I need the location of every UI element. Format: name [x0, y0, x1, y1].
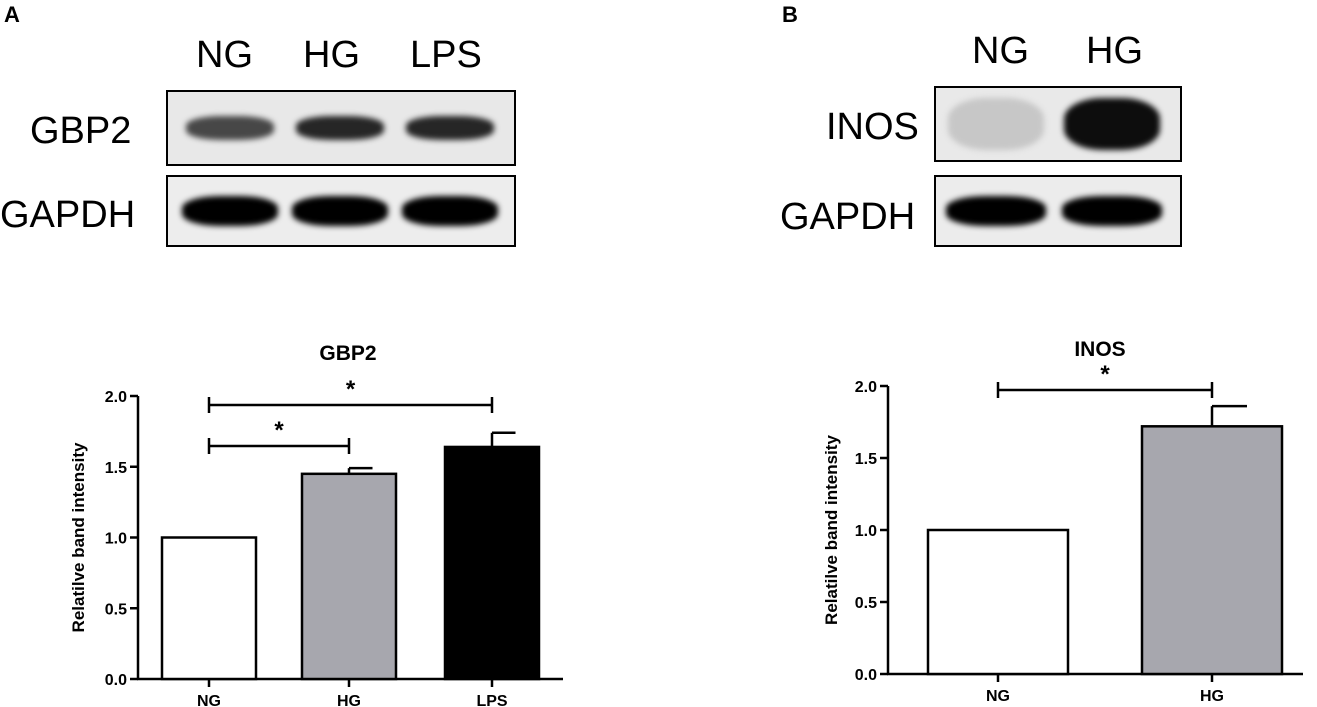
y-axis-label: Relatilve band intensity [69, 442, 88, 632]
x-tick-label: NG [197, 693, 221, 707]
x-tick-label: HG [337, 693, 361, 707]
blot-band [1062, 196, 1162, 226]
blot-band [296, 116, 384, 140]
bar-lps [443, 445, 541, 681]
x-tick-label: NG [986, 688, 1010, 705]
chart-title: INOS [1074, 338, 1125, 361]
blot-band [182, 196, 278, 226]
panel-letter-b: B [782, 2, 798, 27]
blot-band [946, 196, 1046, 226]
bar-ng [926, 528, 1070, 676]
significance-star: * [346, 376, 356, 403]
chart-title: GBP2 [319, 342, 376, 365]
lane-label-ng-b: NG [972, 30, 1029, 72]
blot-gapdh-a [166, 175, 516, 247]
bar-hg [1140, 425, 1284, 676]
lane-label-lps: LPS [410, 34, 482, 76]
y-tick-label: 1.5 [105, 460, 127, 477]
y-tick-label: 1.0 [105, 531, 127, 548]
bar-ng [160, 536, 258, 681]
panel-letter-a: A [4, 2, 20, 27]
blot-band [402, 196, 498, 226]
bar-hg [300, 472, 398, 681]
y-axis-label: Relatilve band intensity [822, 435, 841, 625]
blot-band [406, 116, 494, 140]
lane-label-hg: HG [303, 34, 360, 76]
bar-chart-inos: INOS Relatilve band intensity 0.0 0.5 1.0 1.5… [822, 338, 1303, 705]
y-tick-label: 0.0 [105, 672, 127, 689]
blot-gbp2 [166, 90, 516, 166]
x-tick-label: LPS [476, 693, 507, 707]
blot-gapdh-b [934, 175, 1182, 247]
x-tick-label: HG [1200, 688, 1224, 705]
y-tick-label: 0.5 [105, 601, 127, 618]
blot-band [186, 116, 274, 140]
blot-label-gbp2: GBP2 [30, 110, 132, 152]
blot-label-gapdh-a: GAPDH [0, 194, 136, 236]
significance-star: * [274, 417, 284, 444]
lane-label-ng: NG [196, 34, 253, 76]
blot-inos [934, 86, 1182, 162]
y-tick-label: 2.0 [105, 389, 127, 406]
blot-band [292, 196, 388, 226]
y-tick-label: 0.5 [855, 595, 877, 612]
blot-band [948, 98, 1044, 150]
y-tick-label: 2.0 [855, 379, 877, 396]
y-tick-label: 1.0 [855, 523, 877, 540]
y-tick-label: 0.0 [855, 667, 877, 684]
blot-label-inos: INOS [826, 106, 919, 148]
bar-chart-gbp2: GBP2 Relatilve band intensity 0.0 0.5 1.0 1.5… [69, 342, 563, 707]
blot-band [1064, 98, 1160, 150]
lane-label-hg-b: HG [1086, 30, 1143, 72]
y-tick-label: 1.5 [855, 451, 877, 468]
blot-label-gapdh-b: GAPDH [780, 196, 916, 238]
significance-star: * [1100, 361, 1110, 388]
